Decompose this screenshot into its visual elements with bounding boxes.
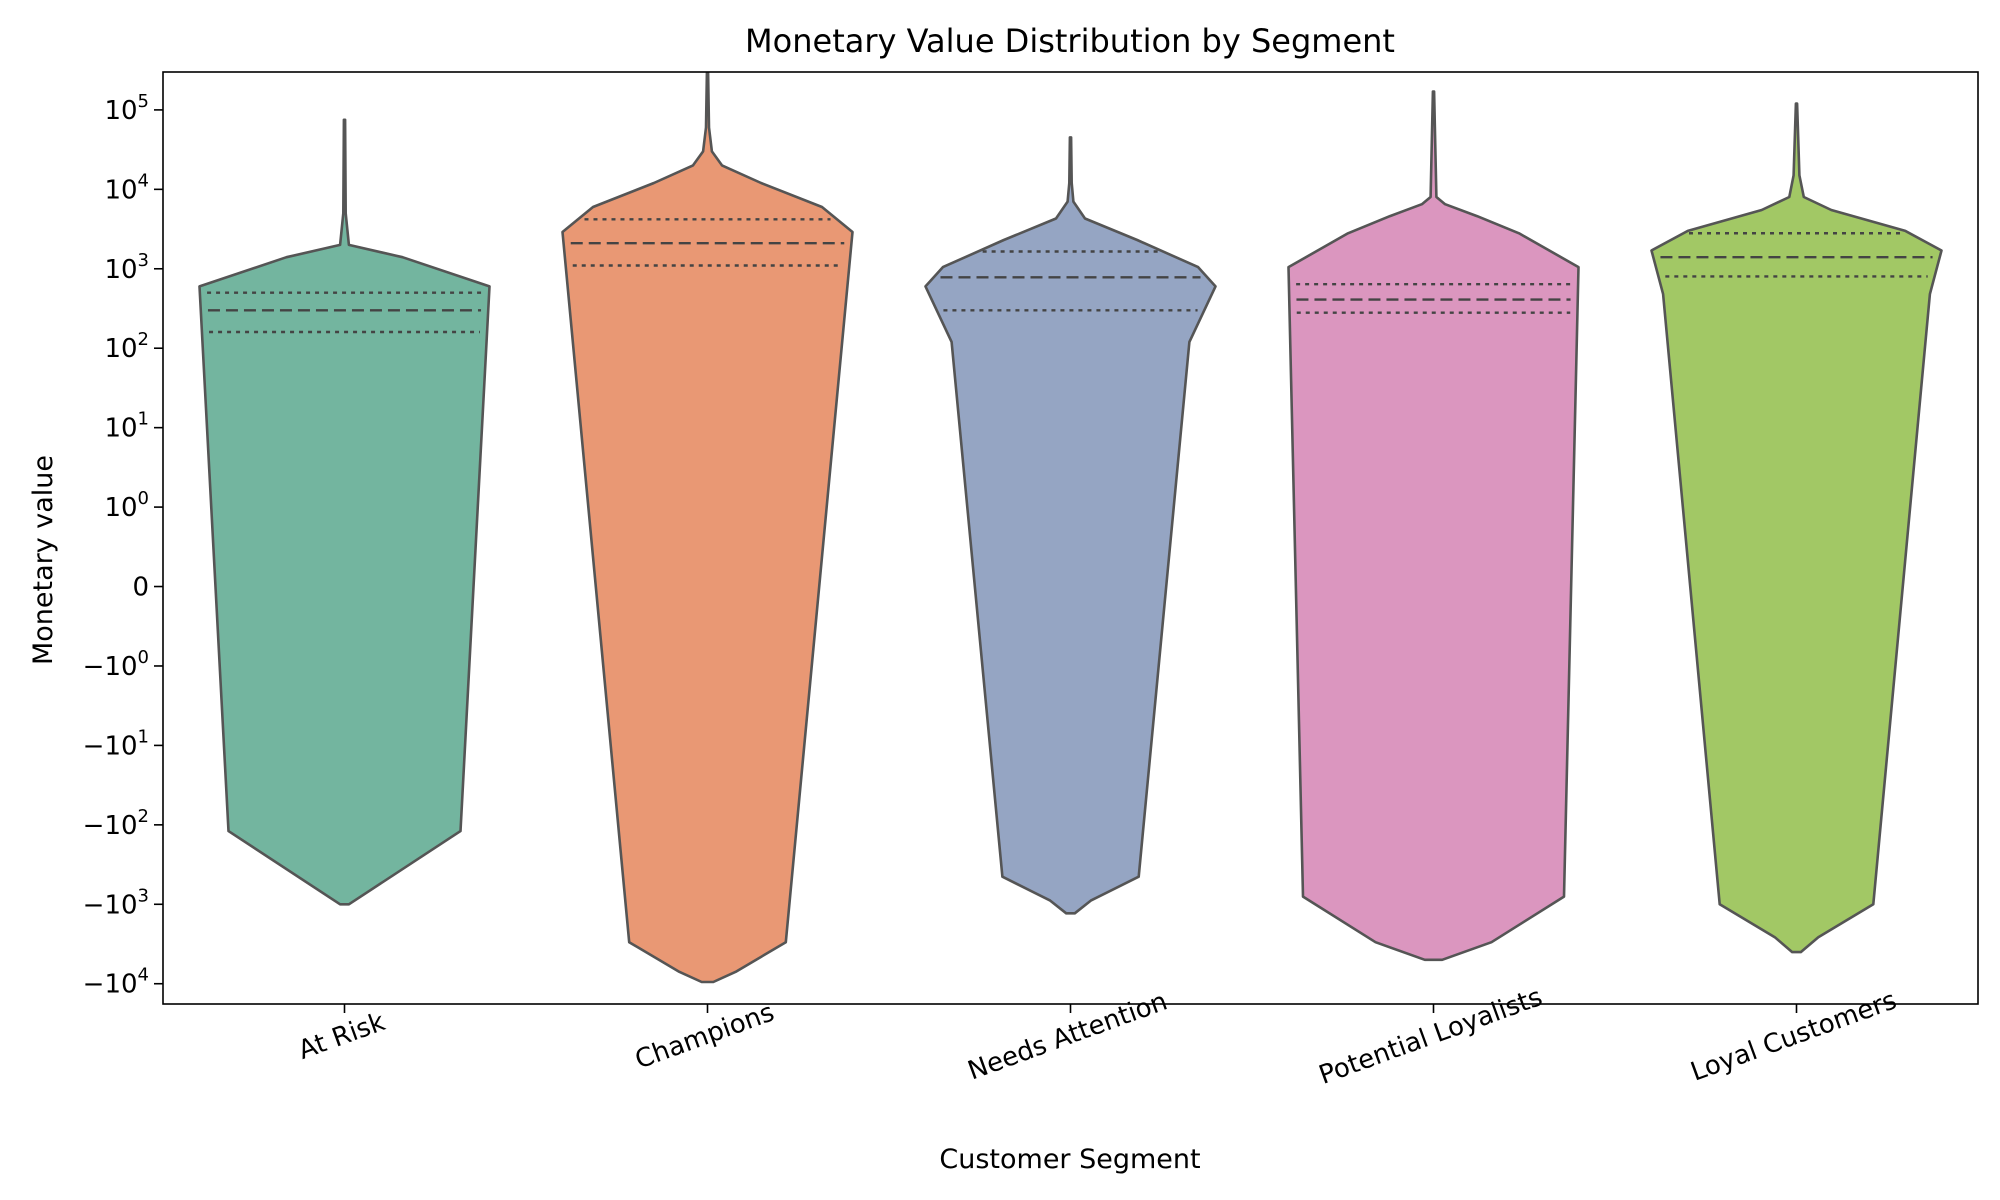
violin-body xyxy=(198,118,491,906)
y-tick-label: 104 xyxy=(104,170,149,205)
x-tick-label: Loyal Customers xyxy=(1687,985,1901,1087)
violin-body xyxy=(561,71,854,984)
x-tick-label: Champions xyxy=(631,997,778,1075)
violin-body xyxy=(924,136,1217,915)
x-tick-label: Potential Loyalists xyxy=(1315,982,1546,1091)
y-tick-label: 105 xyxy=(104,91,149,126)
y-tick-label: 101 xyxy=(104,409,149,444)
violin-body xyxy=(1287,90,1580,962)
x-axis-label: Customer Segment xyxy=(939,1144,1200,1175)
y-tick-label: −103 xyxy=(83,885,149,920)
y-tick-label: 102 xyxy=(104,329,149,364)
x-axis: At Risk Champions Needs Attention Potential… xyxy=(294,982,1900,1091)
x-tick-label: At Risk xyxy=(294,1007,389,1066)
y-tick-label: 103 xyxy=(104,250,149,285)
y-tick-label: −101 xyxy=(83,726,149,761)
y-tick-label: −100 xyxy=(83,647,149,682)
y-tick-label: 0 xyxy=(132,573,149,603)
x-tick-label: Needs Attention xyxy=(964,987,1171,1087)
y-tick-label: 100 xyxy=(104,488,149,523)
chart-title: Monetary Value Distribution by Segment xyxy=(745,22,1395,60)
y-axis-label: Monetary value xyxy=(28,455,59,665)
y-tick-label: −104 xyxy=(83,965,149,1000)
y-axis: 105 104 103 102 101 100 0 −100 −101 −102 −103 −104 xyxy=(83,91,163,1000)
violin-body xyxy=(1650,102,1943,954)
y-tick-label: −102 xyxy=(83,806,149,841)
violins-group xyxy=(198,71,1943,984)
